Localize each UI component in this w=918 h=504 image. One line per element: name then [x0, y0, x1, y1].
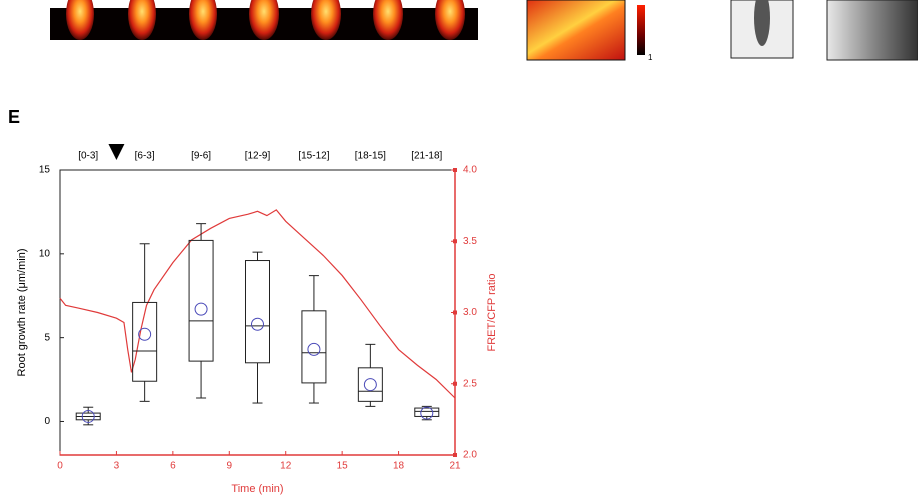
x-tick-label: 0: [57, 461, 63, 472]
y2-tick-label: 2.5: [463, 378, 477, 389]
x-tick-label: 9: [227, 461, 233, 472]
box: [245, 260, 270, 364]
panel-label: E: [8, 107, 20, 127]
x-tick-label: 12: [280, 461, 292, 472]
x-tick-label: 21: [449, 461, 461, 472]
category-label: [9-6]: [191, 151, 211, 162]
y2-tick-dot: [453, 239, 457, 244]
ratio-line: [59, 209, 456, 399]
image-strip: [50, 0, 918, 61]
x-tick-label: 18: [393, 461, 405, 472]
mean: [81, 409, 95, 423]
mean: [194, 302, 208, 316]
x-tick-label: 3: [114, 461, 120, 472]
x-tick-label: 15: [337, 461, 349, 472]
y2-tick-label: 3.0: [463, 307, 477, 318]
y-tick-label: 15: [39, 165, 51, 176]
x-tick-label: 6: [170, 461, 176, 472]
box: [188, 239, 214, 362]
category-label: [12-9]: [245, 151, 271, 162]
y2-tick-dot: [453, 168, 457, 172]
category-label: [0-3]: [78, 151, 98, 162]
category-label: [21-18]: [411, 151, 442, 162]
plot-frame: [59, 169, 456, 456]
stimulus-marker: [108, 144, 125, 160]
y-axis-title: Root growth rate (μm/min): [16, 249, 28, 377]
y-tick-label: 5: [44, 332, 50, 343]
y2-tick-label: 2.0: [463, 450, 477, 461]
mean: [420, 406, 434, 420]
y2-tick-label: 3.5: [463, 236, 477, 247]
box: [132, 301, 158, 382]
category-label: [15-12]: [298, 151, 329, 162]
x-axis-title: Time (min): [231, 483, 283, 495]
y-tick-label: 10: [39, 248, 51, 259]
box: [301, 310, 327, 384]
y2-tick-dot: [453, 453, 457, 457]
box: [357, 367, 383, 402]
mean: [251, 317, 264, 331]
mean: [363, 378, 377, 392]
y2-tick-label: 4.0: [463, 165, 477, 176]
y2-tick-dot: [453, 310, 457, 315]
colorbar-label: 1: [648, 53, 653, 62]
mean: [138, 327, 152, 341]
box: [414, 407, 440, 417]
mean: [307, 342, 321, 356]
y-tick-label: 0: [44, 416, 50, 427]
category-label: [18-15]: [355, 151, 386, 162]
y2-axis-title: FRET/CFP ratio: [486, 273, 498, 351]
category-label: [6-3]: [135, 151, 155, 162]
y2-tick-dot: [453, 381, 457, 386]
